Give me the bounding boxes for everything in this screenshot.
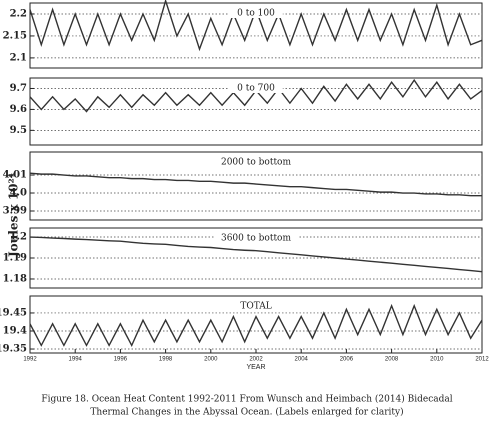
panel-frame bbox=[29, 151, 483, 221]
y-tick-label: 9.5 bbox=[10, 125, 27, 136]
x-tick-label: 2012 bbox=[475, 357, 489, 363]
panel-title: 3600 to bottom bbox=[221, 234, 291, 244]
panel-title: TOTAL bbox=[240, 302, 271, 312]
y-tick-label: 1.18 bbox=[3, 273, 27, 284]
x-tick-label: 2008 bbox=[385, 357, 399, 363]
panel-title: 0 to 700 bbox=[237, 84, 275, 94]
y-tick-label: 2.2 bbox=[10, 8, 27, 19]
data-line bbox=[29, 172, 482, 197]
data-line bbox=[29, 303, 483, 348]
y-tick-label: 9.7 bbox=[10, 83, 27, 94]
x-tick-label: 1996 bbox=[114, 357, 128, 363]
panel-title-bg bbox=[213, 156, 299, 167]
x-tick-label: 2002 bbox=[249, 357, 263, 363]
y-tick-label: 19.35 bbox=[0, 344, 27, 355]
panel-title-bg bbox=[229, 82, 283, 93]
y-tick-label: 1.19 bbox=[3, 253, 27, 264]
panel-frame bbox=[29, 77, 483, 146]
x-tick-label: 2006 bbox=[340, 357, 354, 363]
x-tick-label: 1994 bbox=[69, 357, 83, 363]
y-tick-label: 9.6 bbox=[10, 104, 27, 115]
y-axis-label: Joules x 10²⁴ bbox=[7, 173, 21, 258]
caption-line: Thermal Changes in the Abyssal Ocean. (L… bbox=[90, 407, 403, 418]
caption-line: Figure 18. Ocean Heat Content 1992-2011 … bbox=[41, 394, 452, 405]
y-tick-label: 4.01 bbox=[3, 170, 27, 181]
x-tick-label: 2004 bbox=[295, 357, 309, 363]
y-tick-label: 19.45 bbox=[0, 307, 27, 318]
x-tick-label: 2010 bbox=[430, 357, 444, 363]
y-tick-label: 19.4 bbox=[3, 325, 27, 336]
y-tick-label: 4.0 bbox=[10, 188, 27, 199]
y-tick-label: 2.15 bbox=[3, 30, 27, 41]
x-tick-label: 1998 bbox=[159, 357, 173, 363]
data-line bbox=[29, 236, 483, 273]
panel-title: 0 to 100 bbox=[237, 9, 275, 19]
y-tick-label: 3.99 bbox=[3, 206, 27, 217]
y-tick-label: 1.2 bbox=[10, 232, 27, 243]
x-tick-label: 2000 bbox=[204, 357, 218, 363]
panel-title-bg bbox=[229, 7, 283, 18]
x-axis-label: YEAR bbox=[246, 364, 265, 371]
y-tick-label: 2.1 bbox=[10, 52, 27, 63]
panel-title-bg bbox=[213, 232, 299, 243]
x-tick-label: 1992 bbox=[23, 357, 37, 363]
panel-title-bg bbox=[237, 300, 275, 311]
panel-title: 2000 to bottom bbox=[221, 158, 291, 168]
